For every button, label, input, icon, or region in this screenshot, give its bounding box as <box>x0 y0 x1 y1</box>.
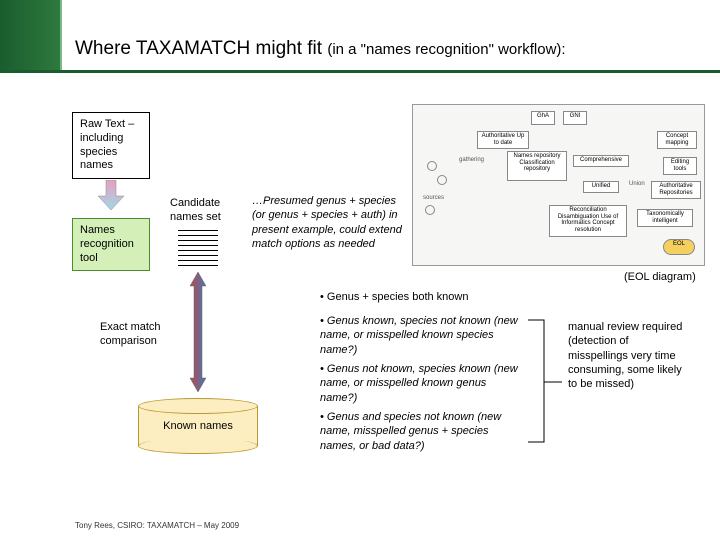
bullet-1: • Genus + species both known <box>320 290 510 304</box>
known-names-label: Known names <box>138 420 258 432</box>
eol-editing-box: Editing tools <box>663 157 697 175</box>
known-names-cylinder: Known names <box>138 398 258 453</box>
eol-gni-box: GNI <box>563 111 587 125</box>
bullet-2: • Genus known, species not known (new na… <box>320 314 520 357</box>
names-recognition-tool-box: Names recognition tool <box>72 218 150 271</box>
eol-diagram: GhA GNI Authoritative Up to date gatheri… <box>412 104 705 266</box>
eol-union-label: Union <box>629 181 645 187</box>
raw-text-box: Raw Text – including species names <box>72 112 150 179</box>
header-accent <box>0 0 62 70</box>
header-line <box>0 70 720 73</box>
manual-review-text: manual review required (detection of mis… <box>568 320 688 391</box>
names-tool-label: Names recognition tool <box>80 224 134 264</box>
exact-match-label: Exact match comparison <box>100 320 174 349</box>
raw-text-label: Raw Text – including species names <box>80 118 134 171</box>
candidate-stripes-icon <box>178 228 218 266</box>
eol-recon-box: Reconciliation Disambiguation Use of Inf… <box>549 205 627 237</box>
eol-authrepo-box: Authoritative Repositories <box>651 181 701 199</box>
presumed-annotation: …Presumed genus + species (or genus + sp… <box>252 194 402 251</box>
candidate-label: Candidate names set <box>170 196 240 225</box>
eol-comp-box: Comprehensive <box>573 155 629 167</box>
eol-unified-box: Unified <box>583 181 619 193</box>
title-main: Where TAXAMATCH might fit <box>75 38 327 59</box>
eol-source-dot-3 <box>425 205 435 215</box>
arrow-raw-to-tool <box>98 180 124 210</box>
page-title: Where TAXAMATCH might fit (in a "names r… <box>75 38 566 60</box>
cylinder-top <box>138 398 258 414</box>
eol-source-dot-2 <box>437 175 447 185</box>
bullet-3: • Genus not known, species known (new na… <box>320 362 520 405</box>
eol-badge: EOL <box>663 239 695 255</box>
eol-repo-box: Names repository Classification reposito… <box>507 151 567 181</box>
cylinder-bottom <box>138 438 258 454</box>
eol-concept-box: Concept mapping <box>657 131 697 149</box>
double-arrow-icon <box>184 272 212 397</box>
bracket-icon <box>528 312 564 452</box>
eol-gathering-label: gathering <box>459 157 484 163</box>
header: Where TAXAMATCH might fit (in a "names r… <box>0 0 720 78</box>
eol-tax-box: Taxonomically intelligent <box>637 209 693 227</box>
eol-gna-box: GhA <box>531 111 555 125</box>
eol-sources-label: sources <box>423 195 444 201</box>
title-sub: (in a "names recognition" workflow): <box>327 41 565 58</box>
eol-caption: (EOL diagram) <box>624 270 696 284</box>
bullet-4: • Genus and species not known (new name,… <box>320 410 520 453</box>
eol-source-dot-1 <box>427 161 437 171</box>
eol-auth-up-box: Authoritative Up to date <box>477 131 529 149</box>
footer-text: Tony Rees, CSIRO: TAXAMATCH – May 2009 <box>75 521 239 530</box>
